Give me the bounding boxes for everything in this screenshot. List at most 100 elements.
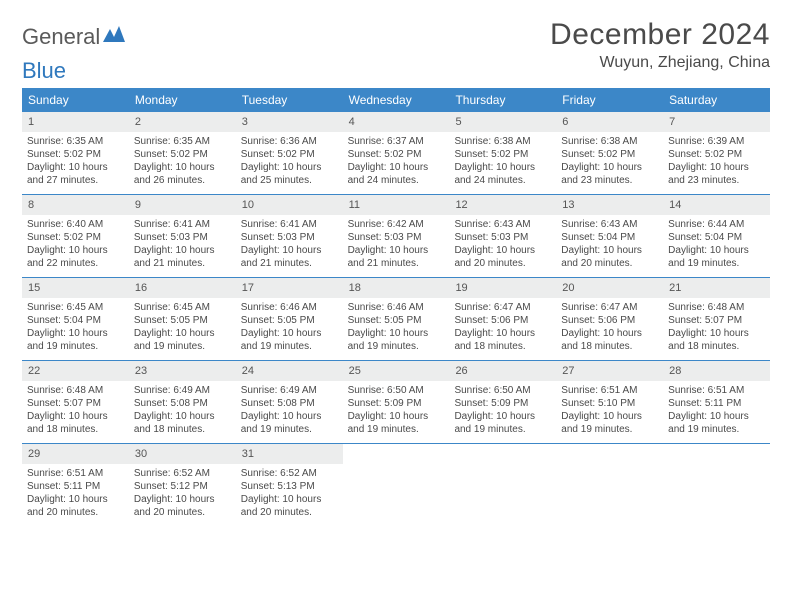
day-body: Sunrise: 6:47 AMSunset: 5:06 PMDaylight:… (449, 298, 556, 359)
week-row: 15Sunrise: 6:45 AMSunset: 5:04 PMDayligh… (22, 278, 770, 361)
sunrise-text: Sunrise: 6:36 AM (241, 135, 338, 148)
weekday-fri: Friday (556, 88, 663, 112)
day-number: 4 (343, 112, 450, 132)
sunset-text: Sunset: 5:06 PM (454, 314, 551, 327)
logo-mark-icon (103, 24, 125, 50)
sunrise-text: Sunrise: 6:39 AM (668, 135, 765, 148)
sunset-text: Sunset: 5:11 PM (668, 397, 765, 410)
sunrise-text: Sunrise: 6:52 AM (134, 467, 231, 480)
sunset-text: Sunset: 5:08 PM (134, 397, 231, 410)
day-number: 12 (449, 195, 556, 215)
day-number: 30 (129, 444, 236, 464)
day-cell: 23Sunrise: 6:49 AMSunset: 5:08 PMDayligh… (129, 361, 236, 443)
day-body: Sunrise: 6:48 AMSunset: 5:07 PMDaylight:… (663, 298, 770, 359)
day-cell: 29Sunrise: 6:51 AMSunset: 5:11 PMDayligh… (22, 444, 129, 526)
sunset-text: Sunset: 5:03 PM (454, 231, 551, 244)
sunset-text: Sunset: 5:13 PM (241, 480, 338, 493)
sunset-text: Sunset: 5:08 PM (241, 397, 338, 410)
sunset-text: Sunset: 5:09 PM (454, 397, 551, 410)
sunset-text: Sunset: 5:07 PM (27, 397, 124, 410)
daylight-text: Daylight: 10 hours and 19 minutes. (668, 410, 765, 436)
weekday-sun: Sunday (22, 88, 129, 112)
day-cell: 20Sunrise: 6:47 AMSunset: 5:06 PMDayligh… (556, 278, 663, 360)
day-number: 23 (129, 361, 236, 381)
sunrise-text: Sunrise: 6:41 AM (134, 218, 231, 231)
day-number: 16 (129, 278, 236, 298)
day-body: Sunrise: 6:35 AMSunset: 5:02 PMDaylight:… (22, 132, 129, 193)
sunrise-text: Sunrise: 6:51 AM (561, 384, 658, 397)
day-number: 21 (663, 278, 770, 298)
day-number: 13 (556, 195, 663, 215)
daylight-text: Daylight: 10 hours and 19 minutes. (241, 327, 338, 353)
daylight-text: Daylight: 10 hours and 19 minutes. (668, 244, 765, 270)
day-body: Sunrise: 6:43 AMSunset: 5:04 PMDaylight:… (556, 215, 663, 276)
calendar-page: General December 2024 Wuyun, Zhejiang, C… (0, 0, 792, 544)
day-body: Sunrise: 6:38 AMSunset: 5:02 PMDaylight:… (556, 132, 663, 193)
month-title: December 2024 (550, 18, 770, 52)
week-row: 29Sunrise: 6:51 AMSunset: 5:11 PMDayligh… (22, 444, 770, 526)
day-cell: 15Sunrise: 6:45 AMSunset: 5:04 PMDayligh… (22, 278, 129, 360)
day-cell: 21Sunrise: 6:48 AMSunset: 5:07 PMDayligh… (663, 278, 770, 360)
sunset-text: Sunset: 5:03 PM (241, 231, 338, 244)
day-body: Sunrise: 6:49 AMSunset: 5:08 PMDaylight:… (236, 381, 343, 442)
sunset-text: Sunset: 5:02 PM (27, 231, 124, 244)
daylight-text: Daylight: 10 hours and 20 minutes. (134, 493, 231, 519)
sunrise-text: Sunrise: 6:52 AM (241, 467, 338, 480)
sunset-text: Sunset: 5:03 PM (348, 231, 445, 244)
day-number: 17 (236, 278, 343, 298)
daylight-text: Daylight: 10 hours and 19 minutes. (454, 410, 551, 436)
day-number: 31 (236, 444, 343, 464)
day-body: Sunrise: 6:52 AMSunset: 5:13 PMDaylight:… (236, 464, 343, 525)
day-number: 14 (663, 195, 770, 215)
daylight-text: Daylight: 10 hours and 19 minutes. (348, 410, 445, 436)
weekday-tue: Tuesday (236, 88, 343, 112)
calendar: Sunday Monday Tuesday Wednesday Thursday… (22, 88, 770, 526)
daylight-text: Daylight: 10 hours and 20 minutes. (241, 493, 338, 519)
day-number: 20 (556, 278, 663, 298)
daylight-text: Daylight: 10 hours and 23 minutes. (668, 161, 765, 187)
day-number: 9 (129, 195, 236, 215)
sunset-text: Sunset: 5:02 PM (27, 148, 124, 161)
sunrise-text: Sunrise: 6:50 AM (348, 384, 445, 397)
day-cell: 28Sunrise: 6:51 AMSunset: 5:11 PMDayligh… (663, 361, 770, 443)
day-body: Sunrise: 6:46 AMSunset: 5:05 PMDaylight:… (236, 298, 343, 359)
day-cell: 19Sunrise: 6:47 AMSunset: 5:06 PMDayligh… (449, 278, 556, 360)
sunrise-text: Sunrise: 6:38 AM (454, 135, 551, 148)
sunset-text: Sunset: 5:04 PM (27, 314, 124, 327)
sunrise-text: Sunrise: 6:46 AM (241, 301, 338, 314)
sunrise-text: Sunrise: 6:50 AM (454, 384, 551, 397)
day-body: Sunrise: 6:38 AMSunset: 5:02 PMDaylight:… (449, 132, 556, 193)
sunset-text: Sunset: 5:04 PM (668, 231, 765, 244)
day-number: 10 (236, 195, 343, 215)
daylight-text: Daylight: 10 hours and 20 minutes. (454, 244, 551, 270)
sunrise-text: Sunrise: 6:48 AM (27, 384, 124, 397)
day-body: Sunrise: 6:47 AMSunset: 5:06 PMDaylight:… (556, 298, 663, 359)
day-number: 11 (343, 195, 450, 215)
daylight-text: Daylight: 10 hours and 22 minutes. (27, 244, 124, 270)
logo-text-1: General (22, 24, 100, 50)
sunrise-text: Sunrise: 6:43 AM (561, 218, 658, 231)
sunset-text: Sunset: 5:12 PM (134, 480, 231, 493)
daylight-text: Daylight: 10 hours and 21 minutes. (348, 244, 445, 270)
day-cell (449, 444, 556, 526)
sunrise-text: Sunrise: 6:45 AM (134, 301, 231, 314)
sunset-text: Sunset: 5:05 PM (348, 314, 445, 327)
day-body: Sunrise: 6:41 AMSunset: 5:03 PMDaylight:… (236, 215, 343, 276)
day-cell: 24Sunrise: 6:49 AMSunset: 5:08 PMDayligh… (236, 361, 343, 443)
day-body: Sunrise: 6:35 AMSunset: 5:02 PMDaylight:… (129, 132, 236, 193)
day-number: 19 (449, 278, 556, 298)
day-body: Sunrise: 6:49 AMSunset: 5:08 PMDaylight:… (129, 381, 236, 442)
daylight-text: Daylight: 10 hours and 26 minutes. (134, 161, 231, 187)
sunrise-text: Sunrise: 6:49 AM (134, 384, 231, 397)
sunrise-text: Sunrise: 6:46 AM (348, 301, 445, 314)
day-number: 1 (22, 112, 129, 132)
logo: General (22, 18, 126, 50)
day-cell: 31Sunrise: 6:52 AMSunset: 5:13 PMDayligh… (236, 444, 343, 526)
day-cell: 5Sunrise: 6:38 AMSunset: 5:02 PMDaylight… (449, 112, 556, 194)
day-body: Sunrise: 6:52 AMSunset: 5:12 PMDaylight:… (129, 464, 236, 525)
day-cell: 8Sunrise: 6:40 AMSunset: 5:02 PMDaylight… (22, 195, 129, 277)
sunset-text: Sunset: 5:05 PM (134, 314, 231, 327)
day-cell: 6Sunrise: 6:38 AMSunset: 5:02 PMDaylight… (556, 112, 663, 194)
day-number: 5 (449, 112, 556, 132)
day-body: Sunrise: 6:41 AMSunset: 5:03 PMDaylight:… (129, 215, 236, 276)
